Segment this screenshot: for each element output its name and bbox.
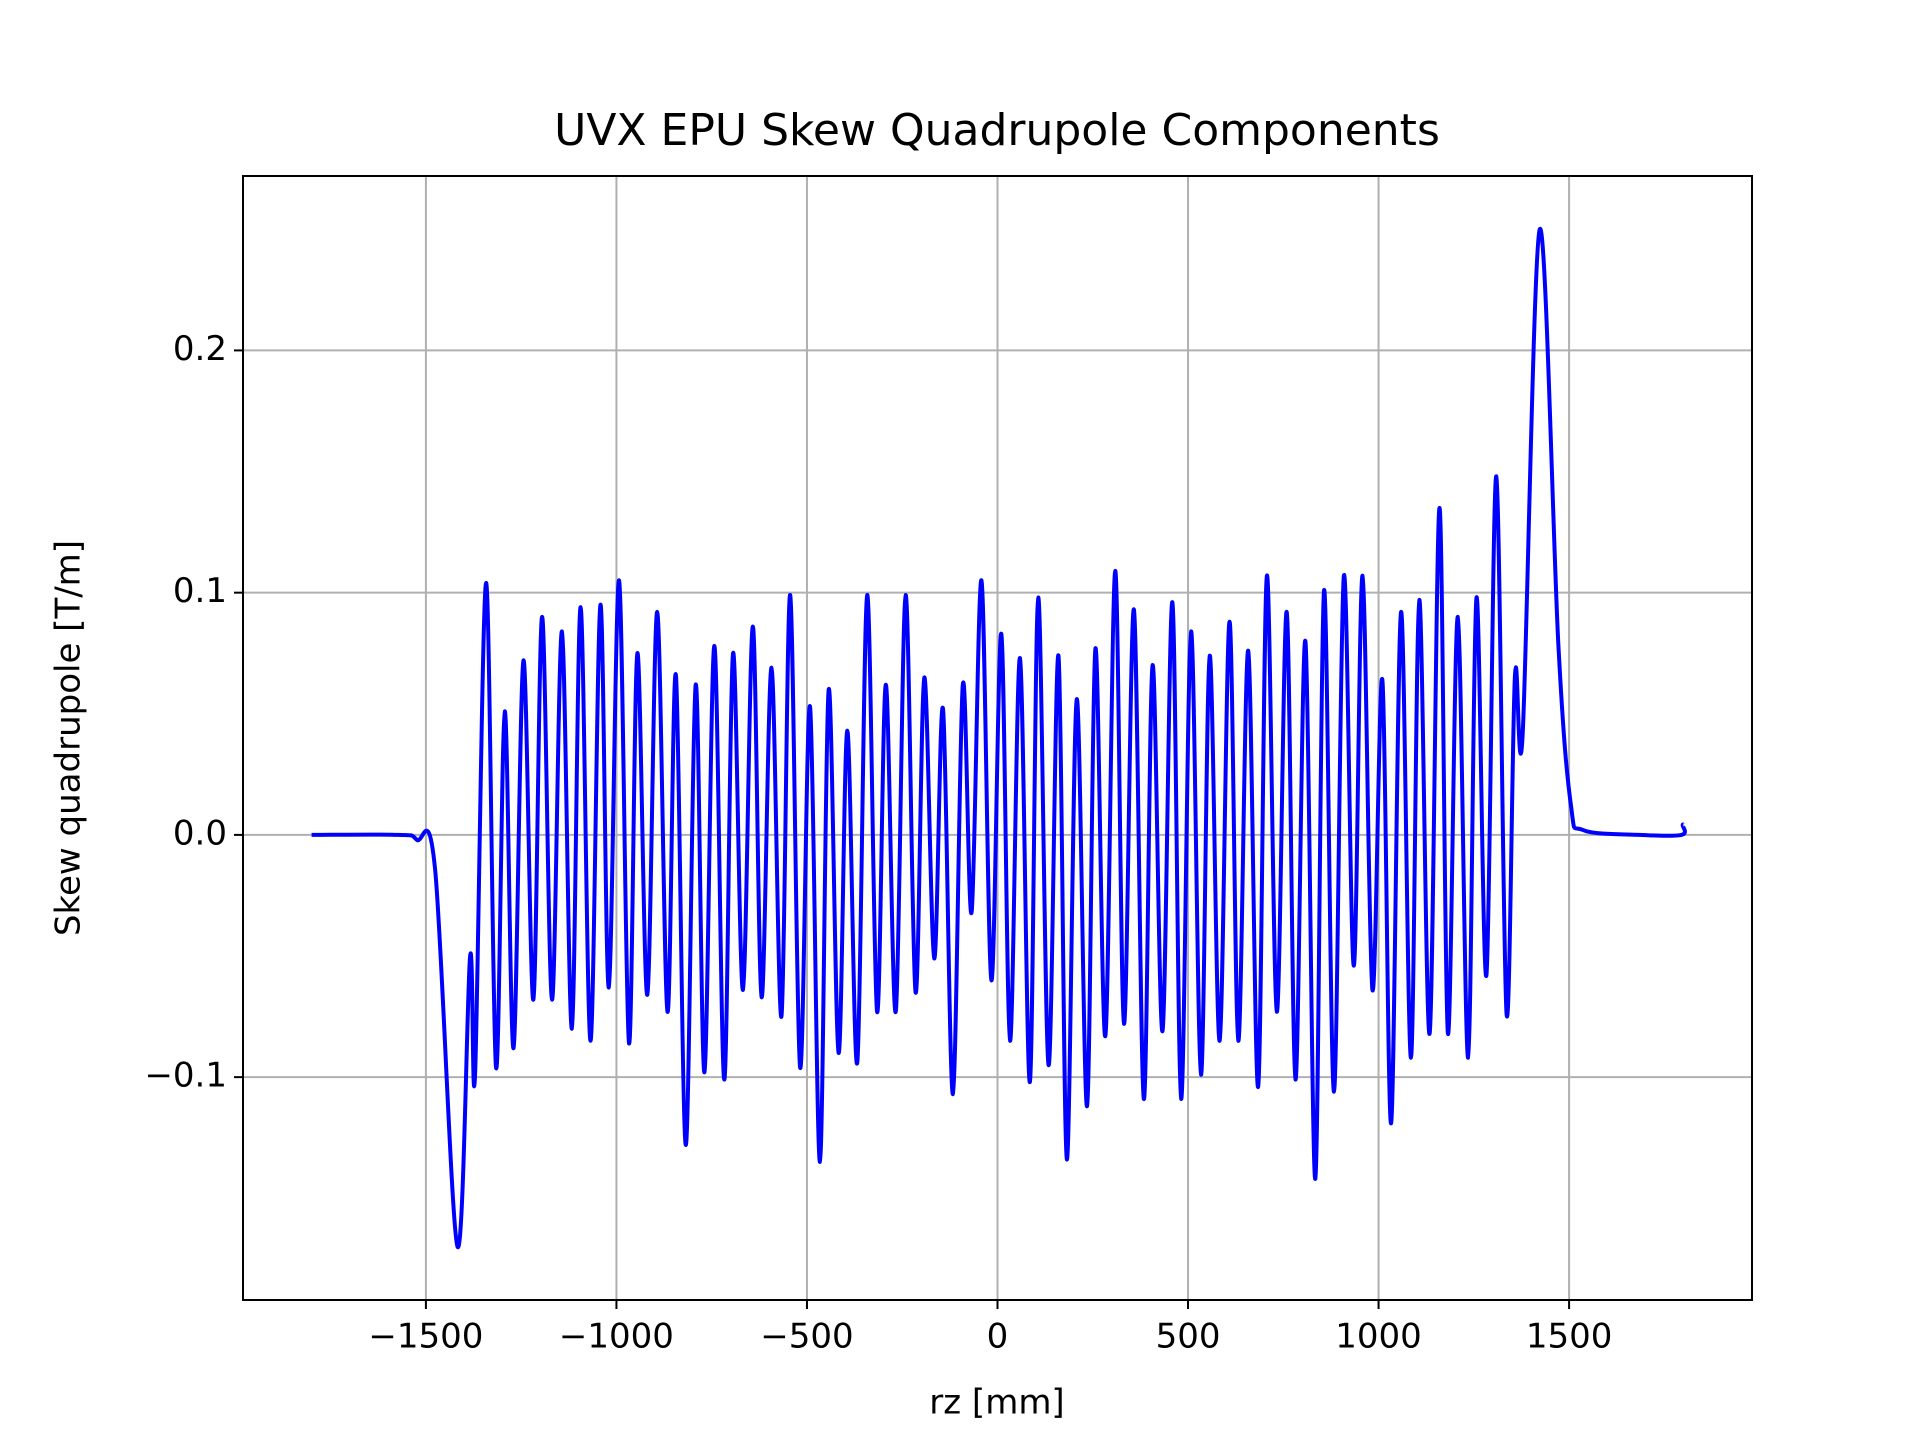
x-tick-label: 0 — [987, 1317, 1009, 1357]
data-line — [311, 227, 1687, 1249]
y-tick-label: 0.1 — [173, 571, 227, 611]
y-tick-label: −0.1 — [144, 1056, 227, 1096]
x-tick-label: 500 — [1156, 1317, 1221, 1357]
plot-frame — [242, 175, 1753, 1301]
y-tick-label: 0.0 — [173, 813, 227, 853]
x-tick-label: −500 — [760, 1317, 853, 1357]
x-tick-label: 1000 — [1335, 1317, 1422, 1357]
chart-title: UVX EPU Skew Quadrupole Components — [554, 105, 1440, 156]
x-tick-label: 1500 — [1526, 1317, 1613, 1357]
x-tick-label: −1000 — [559, 1317, 674, 1357]
x-axis-label: rz [mm] — [929, 1383, 1064, 1423]
y-axis-label: Skew quadrupole [T/m] — [49, 540, 89, 936]
y-tick-label: 0.2 — [173, 329, 227, 369]
x-tick-label: −1500 — [368, 1317, 483, 1357]
